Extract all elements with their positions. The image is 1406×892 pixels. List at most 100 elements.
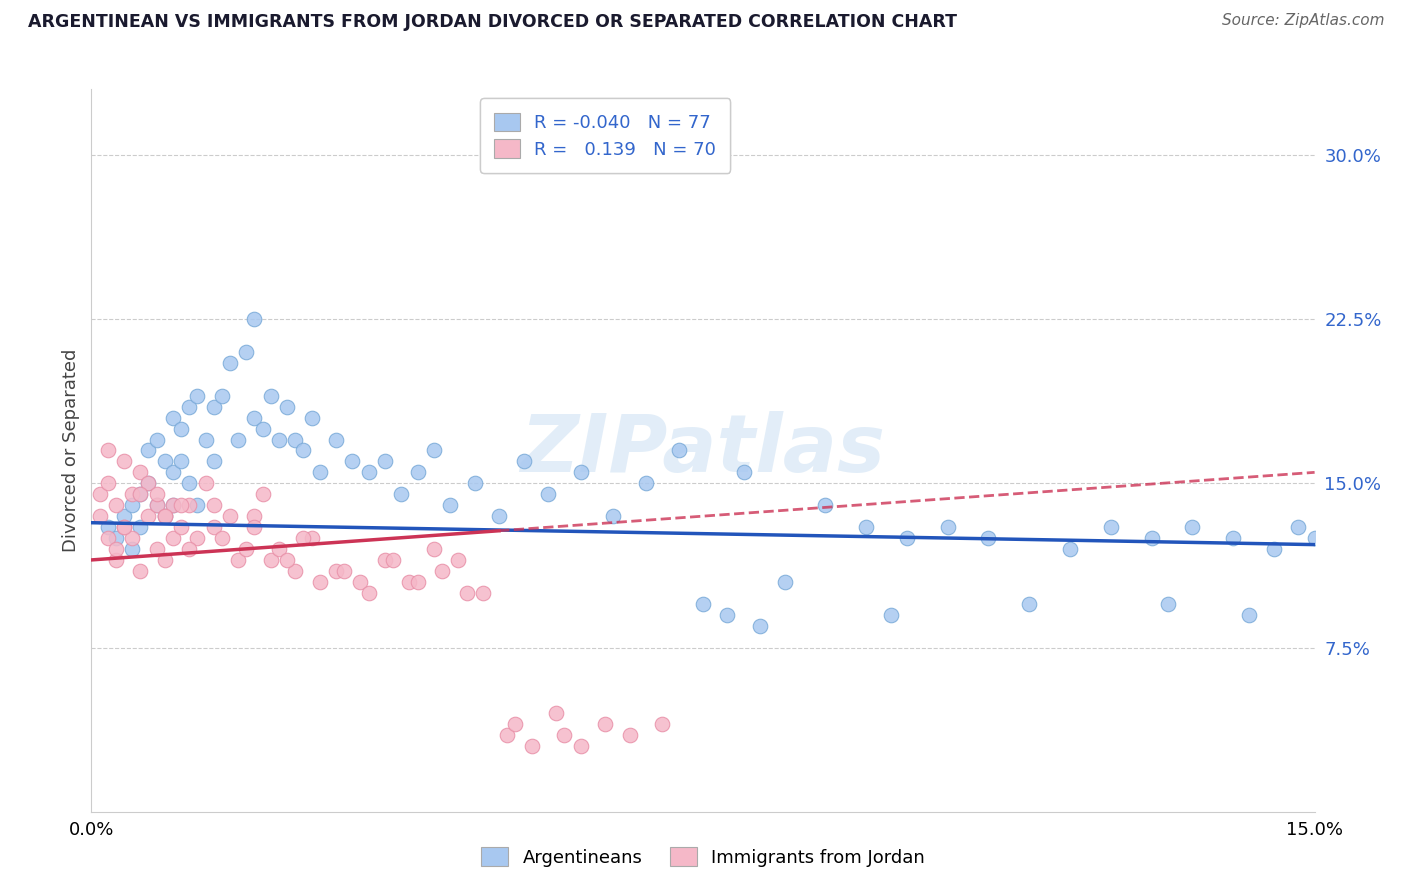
Point — [456, 586, 478, 600]
Point — [202, 498, 225, 512]
Point — [267, 541, 290, 556]
Text: ARGENTINEAN VS IMMIGRANTS FROM JORDAN DIVORCED OR SEPARATED CORRELATION CHART: ARGENTINEAN VS IMMIGRANTS FROM JORDAN DI… — [28, 13, 957, 31]
Point — [553, 728, 575, 742]
Point — [692, 597, 714, 611]
Point — [357, 466, 380, 480]
Point — [170, 520, 193, 534]
Point — [97, 476, 120, 491]
Point — [374, 553, 396, 567]
Point — [447, 553, 470, 567]
Point — [488, 509, 510, 524]
Point — [537, 487, 560, 501]
Point — [1286, 520, 1309, 534]
Point — [243, 520, 266, 534]
Point — [284, 433, 307, 447]
Point — [398, 574, 420, 589]
Point — [879, 607, 901, 622]
Point — [112, 520, 135, 534]
Point — [162, 531, 184, 545]
Point — [1239, 607, 1261, 622]
Point — [651, 717, 673, 731]
Point — [104, 498, 127, 512]
Point — [308, 466, 330, 480]
Point — [145, 541, 167, 556]
Point — [226, 433, 249, 447]
Point — [179, 400, 201, 414]
Point — [153, 454, 176, 468]
Point — [138, 476, 160, 491]
Point — [389, 487, 412, 501]
Point — [423, 541, 446, 556]
Point — [89, 509, 111, 524]
Point — [569, 466, 592, 480]
Point — [716, 607, 738, 622]
Point — [162, 498, 184, 512]
Point — [138, 476, 160, 491]
Point — [145, 487, 167, 501]
Point — [104, 531, 127, 545]
Point — [179, 498, 201, 512]
Point — [129, 487, 152, 501]
Point — [1157, 597, 1180, 611]
Text: ZIPatlas: ZIPatlas — [520, 411, 886, 490]
Point — [162, 466, 184, 480]
Text: Source: ZipAtlas.com: Source: ZipAtlas.com — [1222, 13, 1385, 29]
Point — [179, 541, 201, 556]
Point — [1059, 541, 1081, 556]
Point — [308, 574, 330, 589]
Point — [374, 454, 396, 468]
Point — [202, 520, 225, 534]
Point — [439, 498, 461, 512]
Point — [406, 574, 429, 589]
Point — [104, 541, 127, 556]
Point — [162, 498, 184, 512]
Point — [219, 356, 242, 370]
Point — [104, 553, 127, 567]
Point — [170, 421, 193, 435]
Point — [634, 476, 657, 491]
Point — [138, 443, 160, 458]
Point — [243, 509, 266, 524]
Point — [252, 487, 274, 501]
Point — [546, 706, 568, 721]
Point — [325, 564, 347, 578]
Point — [112, 520, 135, 534]
Point — [243, 410, 266, 425]
Point — [896, 531, 918, 545]
Point — [129, 487, 152, 501]
Point — [129, 466, 152, 480]
Point — [219, 509, 242, 524]
Point — [569, 739, 592, 753]
Point — [129, 564, 152, 578]
Point — [186, 498, 208, 512]
Point — [301, 410, 323, 425]
Point — [153, 509, 176, 524]
Point — [202, 454, 225, 468]
Point — [153, 553, 176, 567]
Point — [496, 728, 519, 742]
Point — [153, 509, 176, 524]
Point — [1263, 541, 1285, 556]
Point — [855, 520, 877, 534]
Point — [211, 531, 233, 545]
Point — [1018, 597, 1040, 611]
Point — [406, 466, 429, 480]
Point — [357, 586, 380, 600]
Point — [260, 389, 283, 403]
Point — [235, 541, 257, 556]
Point — [112, 509, 135, 524]
Point — [267, 433, 290, 447]
Point — [520, 739, 543, 753]
Point — [471, 586, 494, 600]
Point — [423, 443, 446, 458]
Point — [194, 476, 217, 491]
Point — [619, 728, 641, 742]
Y-axis label: Divorced or Separated: Divorced or Separated — [62, 349, 80, 552]
Point — [145, 433, 167, 447]
Point — [121, 531, 143, 545]
Point — [301, 531, 323, 545]
Point — [170, 498, 193, 512]
Point — [773, 574, 796, 589]
Point — [1181, 520, 1204, 534]
Point — [430, 564, 453, 578]
